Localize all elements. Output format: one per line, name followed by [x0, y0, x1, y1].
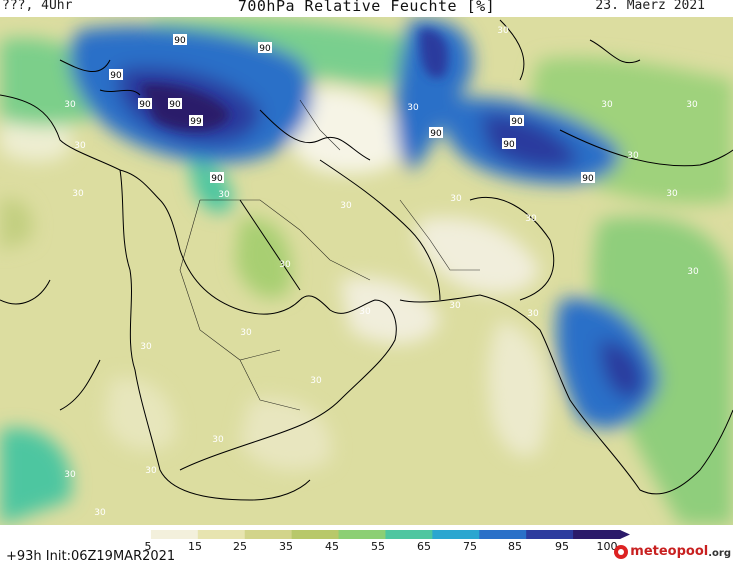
- colorbar-tick: 55: [371, 540, 385, 553]
- contour-label: 30: [74, 141, 86, 151]
- humidity-field: [0, 18, 733, 525]
- contour-label: 30: [145, 466, 157, 476]
- contour-label-box: [138, 98, 152, 109]
- colorbar-segment: [291, 530, 340, 539]
- contour-label: 30: [449, 301, 461, 311]
- contour-label: 90: [582, 174, 594, 184]
- contour-label: 90: [503, 140, 515, 150]
- colorbar-tick: 85: [508, 540, 522, 553]
- contour-label-box: [258, 42, 272, 53]
- contour-label: 30: [240, 328, 252, 338]
- valid-date-label: 23. Maerz 2021: [595, 0, 705, 13]
- colorbar-tick: 100: [596, 540, 618, 553]
- colorbar-segment: [244, 530, 293, 539]
- colorbar-segment: [197, 530, 246, 539]
- contour-labels: 90 90 90 90 90 99 30 30 90 30 30 30 30 30 90 90 90 30 30 30…: [64, 26, 699, 518]
- humidity-map: 90 90 90 90 90 99 30 30 90 30 30 30 30 30 90 90 90 30 30 30…: [0, 17, 733, 525]
- colorbar-tick: 65: [417, 540, 431, 553]
- coastlines: [0, 19, 733, 501]
- contour-label-box: [581, 172, 595, 183]
- colorbar: [0, 525, 733, 566]
- map-header: ???, 4Uhr 700hPa Relative Feuchte [%] 23…: [0, 0, 733, 20]
- contour-label-box: [210, 172, 224, 183]
- colorbar-segment: [432, 530, 480, 539]
- map-title: 700hPa Relative Feuchte [%]: [237, 0, 496, 15]
- contour-label: 30: [359, 307, 371, 317]
- humidity-map-canvas: 90 90 90 90 90 99 30 30 90 30 30 30 30 30 90 90 90 30 30 30…: [0, 17, 733, 525]
- contour-label: 90: [211, 174, 223, 184]
- colorbar-segment: [479, 530, 527, 539]
- colorbar-segment: [338, 530, 386, 539]
- contour-label: 30: [218, 190, 230, 200]
- contour-label: 30: [627, 151, 639, 161]
- contour-label: 90: [169, 100, 181, 110]
- colorbar-tick: 25: [233, 540, 247, 553]
- contour-label-box: [429, 127, 443, 138]
- contour-label: 30: [310, 376, 322, 386]
- colorbar-segment: [150, 530, 199, 539]
- init-time-label: +93h Init:06Z19MAR2021: [6, 549, 176, 564]
- colorbar-tick: 75: [463, 540, 477, 553]
- meteopool-logo[interactable]: meteopool .org: [614, 544, 731, 559]
- contour-label-box: [173, 34, 187, 45]
- colorbar-strip: [104, 530, 630, 539]
- colorbar-tick: 15: [188, 540, 202, 553]
- contour-label-box: [109, 69, 123, 80]
- colorbar-tick: 95: [555, 540, 569, 553]
- contour-label: 30: [407, 103, 419, 113]
- contour-label: 30: [525, 214, 537, 224]
- colorbar-tick: 5: [144, 540, 152, 553]
- contour-label-box: [189, 115, 203, 126]
- logo-suffix-text: .org: [708, 547, 731, 559]
- contour-label: 30: [64, 100, 76, 110]
- contour-label: 30: [601, 100, 613, 110]
- colorbar-tick: 35: [279, 540, 293, 553]
- contour-label: 90: [430, 129, 442, 139]
- colorbar-ticks: 5 15 25 35 45 55 65 75 85 95 100: [0, 540, 733, 554]
- contour-label: 30: [527, 309, 539, 319]
- colorbar-tick: 45: [325, 540, 339, 553]
- contour-label: 30: [140, 342, 152, 352]
- contour-label-box: [168, 98, 182, 109]
- contour-label: 30: [72, 189, 84, 199]
- contour-label-box: [502, 138, 516, 149]
- colorbar-segment: [104, 530, 152, 539]
- contour-label: 90: [139, 100, 151, 110]
- contour-label-box: [510, 115, 524, 126]
- colorbar-arrow: [620, 530, 630, 539]
- contour-label: 30: [686, 100, 698, 110]
- contour-label: 30: [450, 194, 462, 204]
- logo-main-text: meteopool: [630, 544, 709, 559]
- contour-label: 30: [94, 508, 106, 518]
- contour-label: 90: [174, 36, 186, 46]
- contour-label: 30: [497, 26, 509, 36]
- colorbar-segment: [385, 530, 433, 539]
- contour-label: 99: [190, 117, 202, 127]
- colorbar-segment: [526, 530, 574, 539]
- contour-label: 90: [511, 117, 523, 127]
- contour-label: 30: [666, 189, 678, 199]
- contour-label: 30: [212, 435, 224, 445]
- meteopool-logo-icon: [614, 544, 629, 559]
- valid-day-label: ???, 4Uhr: [2, 0, 73, 13]
- contour-label: 30: [64, 470, 76, 480]
- contour-label: 30: [687, 267, 699, 277]
- contour-label: 30: [279, 260, 291, 270]
- borders: [179, 99, 480, 411]
- colorbar-segment: [573, 530, 621, 539]
- contour-label: 30: [340, 201, 352, 211]
- contour-label: 90: [259, 44, 271, 54]
- contour-label: 90: [110, 71, 122, 81]
